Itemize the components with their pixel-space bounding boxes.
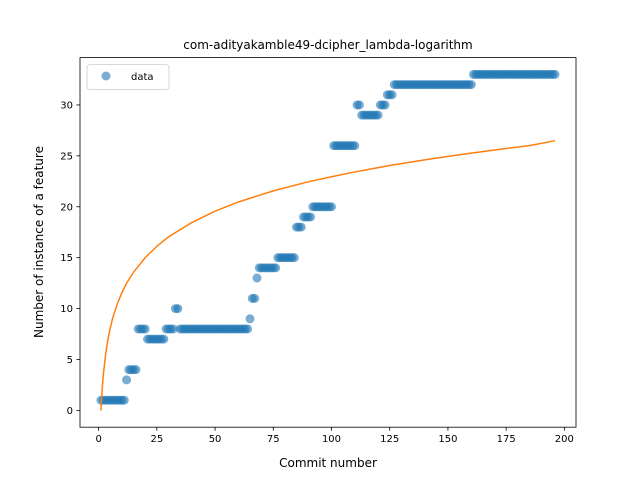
data-point — [119, 395, 129, 405]
x-tick-label: 100 — [322, 434, 341, 445]
x-tick-label: 125 — [380, 434, 399, 445]
data-point — [296, 222, 306, 232]
data-point — [131, 365, 141, 375]
data-point — [140, 324, 150, 334]
plot-area — [96, 69, 560, 411]
data-point — [122, 375, 132, 385]
legend: data — [86, 64, 170, 90]
y-tick-label: 10 — [60, 304, 73, 315]
y-tick-label: 5 — [67, 355, 73, 366]
y-tick-label: 0 — [67, 406, 73, 417]
data-point — [168, 324, 178, 334]
data-point — [271, 263, 281, 273]
data-point — [380, 100, 390, 110]
y-tick-label: 20 — [60, 202, 73, 213]
y-tick-label: 25 — [60, 151, 73, 162]
x-tick-label: 200 — [555, 434, 574, 445]
legend-marker — [101, 71, 111, 81]
x-tick-label: 75 — [267, 434, 280, 445]
y-tick-label: 30 — [60, 100, 73, 111]
legend-label-data: data — [131, 72, 154, 83]
data-point — [326, 202, 336, 212]
data-point — [466, 80, 476, 90]
x-tick-label: 0 — [95, 434, 101, 445]
data-point — [550, 69, 560, 79]
data-point — [306, 212, 316, 222]
data-point — [245, 314, 255, 324]
data-point — [373, 110, 383, 120]
x-tick-label: 25 — [150, 434, 163, 445]
data-point — [252, 273, 262, 283]
data-point — [173, 304, 183, 314]
x-tick-label: 150 — [438, 434, 457, 445]
data-point — [250, 293, 260, 303]
x-tick-label: 50 — [209, 434, 222, 445]
y-axis: 0 5 10 15 20 25 30 — [60, 100, 80, 417]
y-tick-label: 15 — [60, 253, 73, 264]
data-point — [243, 324, 253, 334]
axes-frame — [79, 57, 577, 428]
data-point — [289, 253, 299, 263]
legend-box — [86, 64, 170, 90]
data-point — [354, 100, 364, 110]
data-point — [350, 141, 360, 151]
y-axis-label: Number of instance of a feature — [32, 146, 46, 338]
fit-curve-line — [100, 139, 556, 411]
data-point — [159, 334, 169, 344]
chart-title: com-adityakamble49-dcipher_lambda-logari… — [183, 38, 472, 52]
x-axis: 0 25 50 75 100 125 150 175 200 — [95, 427, 574, 445]
x-tick-label: 175 — [497, 434, 516, 445]
data-point — [387, 90, 397, 100]
x-axis-label: Commit number — [279, 456, 377, 470]
